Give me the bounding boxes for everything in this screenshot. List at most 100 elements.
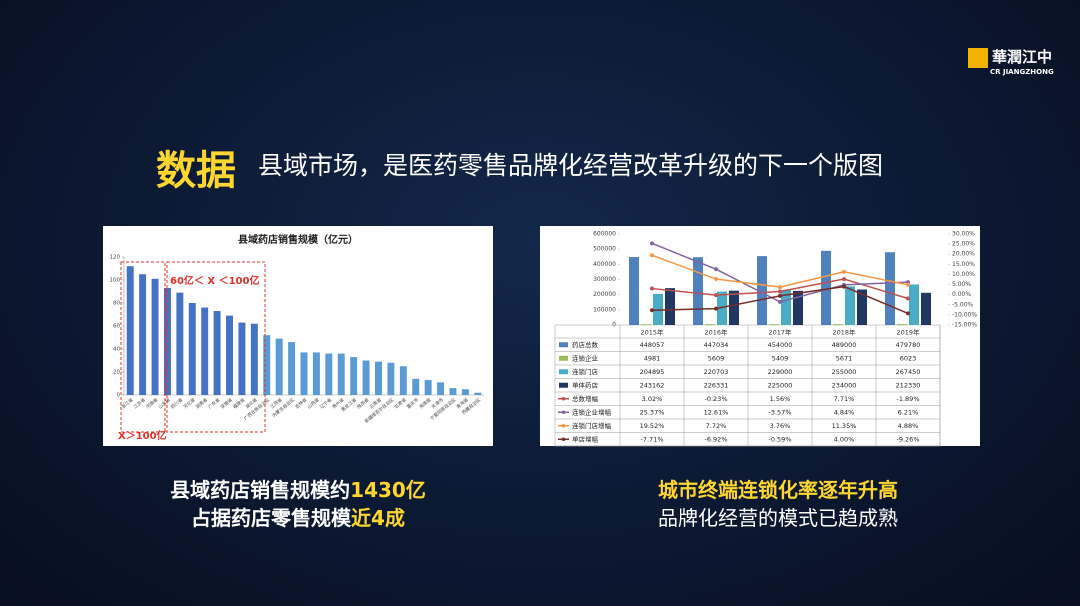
caption-text: 县域药店销售规模约 xyxy=(170,478,351,502)
bar xyxy=(300,352,308,395)
y2-tick-label: 5.00% xyxy=(952,281,971,288)
annotation: X＞100亿 xyxy=(118,429,167,442)
point xyxy=(906,296,910,301)
table-cell: 255000 xyxy=(832,368,857,376)
y-tick-label: 500000 xyxy=(593,246,616,253)
table-cell: -3.57% xyxy=(769,408,792,416)
bar xyxy=(412,378,420,395)
table-cell: 7.72% xyxy=(706,422,727,430)
bar xyxy=(375,361,382,395)
bar xyxy=(461,389,469,395)
legend-label: 药店总数 xyxy=(572,340,599,349)
point xyxy=(778,293,782,298)
legend-key xyxy=(559,355,568,361)
point xyxy=(714,293,718,298)
legend-key xyxy=(561,437,566,442)
bar xyxy=(897,324,907,325)
legend-key xyxy=(561,410,566,415)
table-cell: -0.59% xyxy=(769,435,792,443)
slide-title: 县域市场，是医药零售品牌化经营改革升级的下一个版图 xyxy=(258,151,884,180)
y2-tick-label: 0.00% xyxy=(952,291,971,298)
point xyxy=(650,253,654,258)
table-cell: 448057 xyxy=(640,341,665,349)
table-cell: -6.92% xyxy=(705,435,728,443)
bar xyxy=(139,274,147,395)
y-tick-label: 400000 xyxy=(593,261,616,268)
legend-key xyxy=(559,369,568,375)
x-tick-label: 2018年 xyxy=(832,328,856,337)
legend-key xyxy=(561,396,566,401)
y-tick-label: 300000 xyxy=(593,276,616,283)
table-cell: 5609 xyxy=(708,354,725,362)
bar xyxy=(665,288,675,325)
table-cell: 5409 xyxy=(772,354,789,362)
legend-key xyxy=(559,382,568,388)
annotation-box xyxy=(166,261,266,433)
y2-tick-label: -5.00% xyxy=(952,301,974,308)
table-cell: 489000 xyxy=(832,341,857,349)
y-tick-label: 600000 xyxy=(593,231,616,238)
point xyxy=(906,311,910,316)
table-cell: 11.35% xyxy=(832,422,857,430)
point xyxy=(778,299,782,304)
y-tick-label: 0 xyxy=(117,393,121,399)
bar xyxy=(821,250,831,325)
table-cell: 4.00% xyxy=(834,435,855,443)
table-cell: 479780 xyxy=(896,341,921,349)
table-cell: -1.89% xyxy=(897,395,920,403)
logo-text: 華潤江中 xyxy=(992,48,1053,66)
y-tick-label: 80 xyxy=(113,301,120,307)
bar xyxy=(250,323,258,395)
bar xyxy=(213,311,221,395)
point xyxy=(650,308,654,313)
caption-text: 品牌化经营的模式已趋成熟 xyxy=(658,506,898,530)
y-tick-label: 200000 xyxy=(593,291,616,298)
legend-label: 连锁门店 xyxy=(572,367,599,376)
bar xyxy=(176,292,184,395)
annotation-box xyxy=(120,261,166,433)
table-cell: 6.21% xyxy=(898,408,919,416)
bar xyxy=(201,307,209,395)
heading: 数据 xyxy=(156,148,236,194)
table-cell: 225000 xyxy=(768,381,793,389)
y-tick-label: 100000 xyxy=(593,306,616,313)
table-cell: 220703 xyxy=(704,368,729,376)
bar xyxy=(263,335,271,395)
table-cell: -0.23% xyxy=(705,395,728,403)
bar xyxy=(151,278,159,395)
legend-label: 总数增幅 xyxy=(572,394,599,403)
bar xyxy=(693,257,703,325)
point xyxy=(650,286,654,291)
bar xyxy=(921,292,931,325)
point xyxy=(714,306,718,311)
table-cell: -9.26% xyxy=(897,435,920,443)
table-cell: 212330 xyxy=(896,381,921,389)
table-cell: 204895 xyxy=(640,368,665,376)
logo-icon xyxy=(968,48,988,68)
legend-label: 连锁门店增幅 xyxy=(572,421,612,430)
table-cell: 226331 xyxy=(704,381,729,389)
bar xyxy=(362,360,370,395)
annotation: 60亿＜ X ＜100亿 xyxy=(170,274,259,287)
bar xyxy=(781,290,791,325)
bar xyxy=(188,303,196,395)
table-cell: 7.71% xyxy=(834,395,855,403)
bar xyxy=(717,291,727,325)
logo-sub: CR JIANGZHONG xyxy=(990,68,1054,76)
point xyxy=(778,285,782,290)
point xyxy=(714,277,718,282)
point xyxy=(778,289,782,294)
bar xyxy=(288,342,296,395)
bar xyxy=(474,392,482,395)
bar xyxy=(885,252,895,325)
point xyxy=(842,269,846,274)
table-cell: 1.56% xyxy=(770,395,791,403)
bar xyxy=(729,290,739,325)
bar xyxy=(437,382,445,395)
table-cell: 5671 xyxy=(836,354,853,362)
point xyxy=(714,267,718,272)
legend-label: 连锁企业 xyxy=(572,353,599,362)
table-cell: 12.61% xyxy=(704,408,729,416)
legend-label: 连锁企业增幅 xyxy=(572,407,612,416)
bar xyxy=(424,380,432,395)
